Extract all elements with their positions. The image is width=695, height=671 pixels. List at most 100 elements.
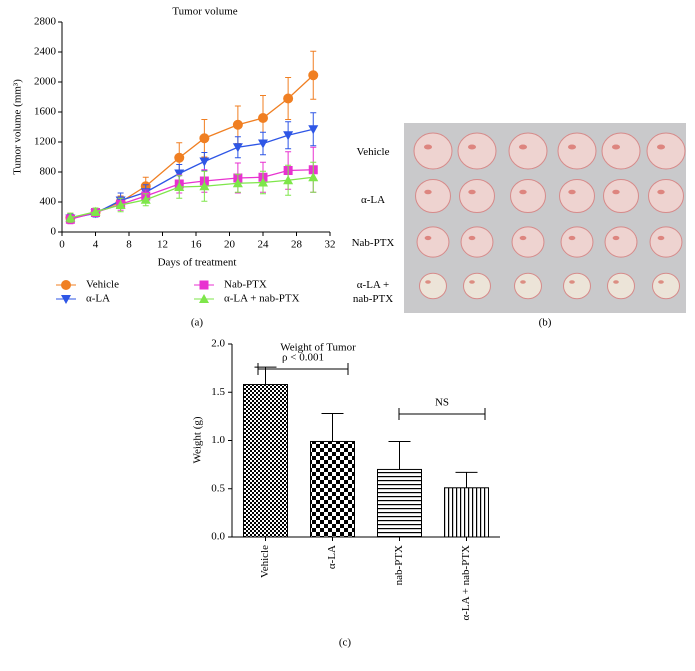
x-tick-label: α-LA	[326, 545, 338, 569]
x-tick-label: 20	[224, 239, 236, 251]
panel-label: (c)	[339, 637, 352, 649]
tumor	[510, 178, 546, 214]
marker	[283, 175, 294, 185]
y-tick-label: 0.5	[211, 482, 225, 494]
tumor-spot	[569, 280, 575, 284]
y-tick-label: 400	[40, 196, 57, 208]
x-tick-label: Vehicle	[259, 545, 271, 578]
tumor	[463, 272, 491, 300]
marker	[308, 70, 319, 81]
tumor	[646, 132, 686, 170]
tumor	[514, 272, 542, 300]
tumor-spot	[657, 189, 665, 195]
tumor	[560, 226, 594, 258]
marker	[140, 194, 151, 204]
marker	[232, 119, 243, 130]
marker	[199, 280, 209, 290]
y-tick-label: 1.5	[211, 386, 225, 398]
x-tick-label: 12	[157, 239, 168, 251]
marker	[232, 143, 243, 153]
marker	[258, 139, 268, 149]
tumor	[415, 178, 451, 214]
error-bar	[321, 412, 344, 442]
tumor-spot	[657, 235, 665, 241]
marker	[199, 157, 210, 167]
x-tick-label: nab-PTX	[393, 545, 405, 585]
legend-label: α-LA + nab-PTX	[224, 293, 300, 305]
tumor	[413, 132, 453, 170]
annotation: ρ < 0.001	[282, 352, 324, 364]
bar	[444, 487, 489, 538]
tumor	[652, 272, 680, 300]
chart-title: Tumor volume	[172, 6, 237, 18]
tumor	[604, 226, 638, 258]
annotation: NS	[435, 397, 449, 409]
x-tick-label: 8	[126, 239, 132, 251]
tumor-spot	[468, 144, 476, 150]
tumor	[559, 178, 595, 214]
marker	[258, 113, 268, 123]
x-tick-label: 32	[325, 239, 336, 251]
series-line	[70, 128, 314, 220]
tumor-spot	[520, 280, 526, 284]
tumor-spot	[519, 235, 527, 241]
y-tick-label: 2800	[34, 16, 57, 28]
tumor	[459, 178, 495, 214]
y-tick-label: 1.0	[211, 434, 225, 446]
x-tick-label: 16	[191, 239, 203, 251]
legend-label: Vehicle	[86, 279, 119, 291]
tumor	[508, 132, 548, 170]
row-label: Vehicle	[356, 146, 390, 158]
series-line	[70, 169, 314, 220]
bar	[377, 468, 422, 538]
row-label: Nab-PTX	[351, 237, 395, 249]
tumor	[460, 226, 494, 258]
tumor-spot	[613, 280, 619, 284]
tumor	[557, 132, 597, 170]
marker	[174, 182, 185, 191]
marker	[308, 125, 319, 135]
tumor-spot	[519, 144, 527, 150]
tumor-spot	[468, 235, 476, 241]
panel-label: (a)	[191, 317, 204, 329]
tumor-spot	[568, 189, 576, 195]
bar	[310, 440, 355, 538]
tumor-spot	[468, 189, 476, 195]
tumor-spot	[612, 189, 620, 195]
marker	[232, 178, 243, 188]
tumor-spot	[424, 189, 432, 195]
y-tick-label: 2.0	[211, 338, 225, 350]
y-tick-label: 0.0	[211, 531, 225, 543]
tumor-spot	[424, 235, 432, 241]
legend-label: α-LA	[86, 293, 110, 305]
y-tick-label: 2000	[34, 76, 57, 88]
x-tick-label: 0	[59, 239, 65, 251]
x-tick-label: 4	[93, 239, 99, 251]
marker	[61, 280, 71, 290]
panel-label: (b)	[539, 317, 552, 329]
marker	[308, 172, 319, 182]
significance-bracket	[398, 408, 486, 420]
x-axis-label: Days of treatment	[158, 257, 237, 269]
series-line	[70, 74, 314, 219]
y-tick-label: 1600	[34, 106, 57, 118]
tumor	[457, 132, 497, 170]
tumor	[563, 272, 591, 300]
x-tick-label: α-LA + nab-PTX	[460, 545, 472, 621]
chart-title: Weight of Tumor	[280, 342, 356, 354]
y-tick-label: 0	[51, 226, 57, 238]
error-bar	[455, 471, 478, 488]
tumor	[648, 178, 684, 214]
tumor-photo	[404, 123, 686, 313]
y-axis-label: Weight (g)	[192, 416, 204, 463]
marker	[65, 212, 76, 222]
marker	[174, 152, 185, 163]
y-tick-label: 800	[40, 166, 57, 178]
marker	[258, 177, 268, 187]
marker	[199, 181, 210, 191]
y-tick-label: 1200	[34, 136, 57, 148]
x-tick-label: 24	[258, 239, 270, 251]
marker	[174, 169, 185, 179]
